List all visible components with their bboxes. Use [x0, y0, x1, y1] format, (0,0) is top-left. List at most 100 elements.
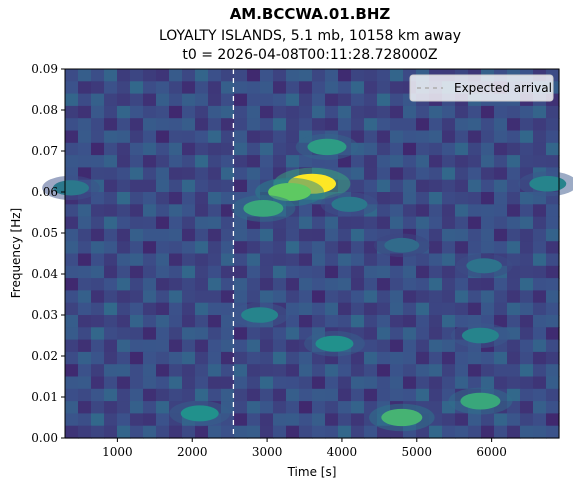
heatmap-cell	[91, 425, 105, 439]
heatmap-cell	[117, 69, 131, 82]
heatmap-cell	[65, 290, 79, 304]
heatmap-cell	[182, 167, 196, 181]
heatmap-cell	[104, 130, 118, 144]
heatmap-cell	[273, 388, 287, 402]
heatmap-cell	[273, 253, 287, 267]
heatmap-cell	[299, 93, 313, 107]
heatmap-cell	[390, 278, 404, 291]
heatmap-cell	[455, 179, 469, 193]
heatmap-cell	[234, 265, 248, 279]
heatmap-cell	[520, 228, 534, 242]
heatmap-cell	[429, 253, 443, 267]
heatmap-cell	[455, 105, 469, 119]
heatmap-cell	[533, 228, 547, 242]
heatmap-cell	[273, 339, 287, 353]
heatmap-cell	[195, 155, 209, 168]
heatmap-cell	[286, 376, 300, 390]
heatmap-cell	[299, 302, 313, 316]
heatmap-cell	[507, 327, 521, 341]
heatmap-cell	[546, 401, 560, 414]
heatmap-cell	[156, 241, 170, 255]
heatmap-cell	[143, 179, 157, 193]
heatmap-cell	[429, 265, 443, 279]
heatmap-cell	[247, 142, 261, 156]
heatmap-cell	[156, 351, 170, 365]
heatmap-cell	[208, 93, 222, 107]
heatmap-cell	[468, 278, 482, 291]
heatmap-cell	[520, 290, 534, 304]
heatmap-cell	[390, 142, 404, 156]
heatmap-cell	[247, 155, 261, 168]
heatmap-cell	[65, 142, 79, 156]
heatmap-cell	[221, 155, 235, 168]
heatmap-cell	[169, 179, 183, 193]
heatmap-cell	[533, 241, 547, 255]
heatmap-cell	[156, 327, 170, 341]
heatmap-cell	[91, 142, 105, 156]
heatmap-cell	[117, 204, 131, 218]
heatmap-cell	[507, 228, 521, 242]
heatmap-cell	[299, 69, 313, 82]
heatmap-cell	[364, 290, 378, 304]
heatmap-cell	[416, 290, 430, 304]
heatmap-cell	[260, 339, 274, 353]
heatmap-cell	[104, 118, 118, 132]
heatmap-cell	[403, 265, 417, 279]
heatmap-cell	[351, 81, 365, 95]
heatmap-cell	[416, 376, 430, 390]
heatmap-cell	[520, 105, 534, 119]
x-axis: 1000 2000 3000 4000 5000 6000	[102, 438, 507, 459]
heatmap-cell	[507, 216, 521, 230]
heatmap-cell	[507, 315, 521, 328]
heatmap-cell	[130, 155, 144, 168]
heatmap-cell	[546, 388, 560, 402]
heatmap-cell	[65, 216, 79, 230]
heatmap-cell	[481, 413, 495, 427]
heatmap-cell	[325, 278, 339, 291]
heatmap-cell	[234, 228, 248, 242]
heatmap-cell	[364, 315, 378, 328]
heatmap-cell	[130, 425, 144, 439]
heatmap-cell	[455, 204, 469, 218]
heatmap-cell	[169, 69, 183, 82]
heatmap-cell	[195, 93, 209, 107]
heatmap-cell	[442, 105, 456, 119]
heatmap-cell	[273, 155, 287, 168]
heatmap-cell	[299, 388, 313, 402]
heatmap-cell	[195, 167, 209, 181]
heatmap-cell	[546, 265, 560, 279]
heatmap-cell	[481, 376, 495, 390]
heatmap-cell	[546, 278, 560, 291]
heatmap-cell	[481, 155, 495, 168]
heatmap-cell	[377, 265, 391, 279]
heatmap-cell	[130, 69, 144, 82]
heatmap-cell	[208, 216, 222, 230]
heatmap-cell	[208, 228, 222, 242]
heatmap-cell	[455, 192, 469, 205]
heatmap-cell	[182, 69, 196, 82]
heatmap-cell	[377, 364, 391, 378]
heatmap-cell	[299, 413, 313, 427]
heatmap-cell	[364, 388, 378, 402]
heatmap-cell	[494, 315, 508, 328]
heatmap-cell	[65, 228, 79, 242]
heatmap-cell	[234, 253, 248, 267]
heatmap-cell	[325, 81, 339, 95]
heatmap-cell	[325, 93, 339, 107]
heatmap-cell	[351, 351, 365, 365]
heatmap-cell	[117, 105, 131, 119]
heatmap-cell	[338, 93, 352, 107]
heatmap-cell	[299, 401, 313, 414]
heatmap-cell	[247, 364, 261, 378]
heatmap-cell	[299, 425, 313, 439]
heatmap-cell	[286, 413, 300, 427]
heatmap-cell	[143, 93, 157, 107]
heatmap-cell	[481, 192, 495, 205]
heatmap-cell	[104, 69, 118, 82]
heatmap-cell	[234, 351, 248, 365]
heatmap-cell	[221, 130, 235, 144]
heatmap-cell	[182, 81, 196, 95]
heatmap-cell	[130, 167, 144, 181]
heatmap-cell	[403, 105, 417, 119]
heatmap-cell	[130, 302, 144, 316]
